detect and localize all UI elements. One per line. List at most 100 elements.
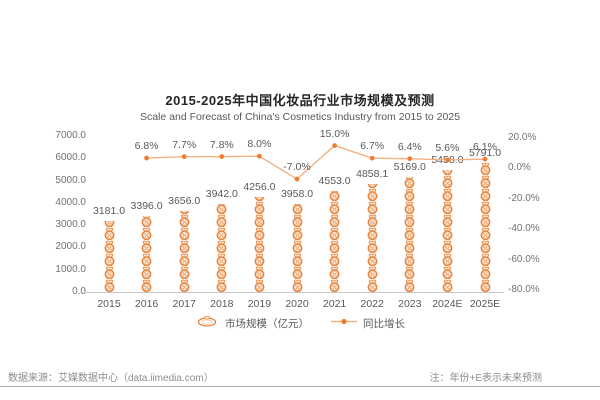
market-size-unit-icon [442,214,453,227]
market-size-bar-2023 [401,176,418,292]
y-axis-tick-left: 7000.0 [55,130,86,141]
bar-value-label: 3656.0 [168,194,201,207]
market-size-unit-icon [292,279,302,292]
bar-value-label: 4256.0 [243,181,276,194]
market-size-unit-icon [254,253,265,266]
market-size-unit-icon [442,266,453,279]
market-size-bar-2025E [477,162,494,292]
y-axis-tick-right: 0.0% [508,162,531,174]
market-size-unit-icon [292,203,302,214]
market-size-unit-icon [141,227,152,240]
growth-marker [219,154,225,159]
market-size-unit-icon [329,253,340,266]
market-size-unit-icon [329,279,340,292]
market-size-unit-icon [292,266,302,279]
y-axis-tick-left: 3000.0 [55,219,86,231]
growth-marker [181,154,187,160]
market-size-unit-icon [179,227,190,240]
market-size-unit-icon [292,214,302,227]
bar-value-label: 3396.0 [130,200,163,213]
market-size-unit-icon [216,266,227,279]
market-size-unit-icon [254,279,265,292]
market-size-bar-2019 [251,197,268,292]
market-size-unit-icon [179,214,190,227]
y-axis-tick-right: 20.0% [508,132,537,143]
line-marker-icon [331,317,357,329]
growth-marker [332,143,337,149]
legend-label-yoy-growth: 同比增长 [363,317,405,330]
market-size-unit-icon [141,266,152,279]
growth-value-label: 6.1% [473,141,497,154]
market-size-unit-icon [404,240,415,253]
market-size-unit-icon [367,227,378,240]
market-size-unit-icon [442,253,453,266]
market-size-unit-icon [216,240,227,253]
market-size-unit-icon [292,240,302,253]
y-axis-tick-left: 0.0 [72,286,86,297]
y-axis-tick-right: -20.0% [508,192,540,204]
market-size-unit-icon [141,253,152,266]
market-size-unit-icon [329,214,340,227]
market-size-unit-icon [254,227,265,240]
y-axis-tick-left: 1000.0 [55,263,86,275]
market-size-bar-2015 [101,221,118,292]
market-size-unit-icon [179,253,190,266]
growth-marker [257,153,262,159]
x-axis-label: 2017 [172,298,196,310]
y-axis-tick-left: 5000.0 [55,174,86,186]
market-size-unit-icon [404,279,415,292]
market-size-unit-icon [104,253,114,266]
y-axis-tick-left: 2000.0 [55,241,86,253]
y-axis-tick-right: -60.0% [508,253,540,265]
market-size-unit-icon [442,188,453,201]
x-axis-label: 2015 [97,298,121,310]
growth-value-label: 6.8% [134,140,159,153]
x-axis-label: 2018 [210,298,234,310]
market-size-unit-icon [141,216,152,227]
bar-value-label: 3942.0 [205,188,238,201]
chart-subtitle: Scale and Forecast of China's Cosmetics … [139,111,461,123]
market-size-unit-icon [480,175,490,188]
legend-label-market-size: 市场规模（亿元） [225,317,309,330]
market-size-unit-icon [216,227,227,240]
market-size-unit-icon [329,190,340,201]
footer-source: 数据来源：艾媒数据中心（data.iimedia.com） [8,373,214,384]
market-size-unit-icon [216,214,227,227]
market-size-unit-icon [480,266,490,279]
market-size-unit-icon [404,214,415,227]
market-size-unit-icon [480,240,490,253]
market-size-unit-icon [480,279,490,292]
market-size-unit-icon [404,266,415,279]
x-axis-label: 2024E [432,298,463,310]
market-size-unit-icon [442,279,453,292]
market-size-unit-icon [179,266,190,279]
x-axis-label: 2020 [285,298,309,310]
x-axis-label: 2025E [469,298,501,310]
growth-marker [369,155,375,161]
market-size-unit-icon [254,240,265,253]
market-size-unit-icon [104,279,114,292]
market-size-unit-icon [179,240,190,253]
x-axis-label: 2022 [360,298,384,310]
market-size-unit-icon [329,240,340,253]
growth-value-label: 7.8% [209,138,234,151]
footer-note: 注：年份+E表示未来预测 [429,373,542,384]
market-size-unit-icon [404,253,415,266]
market-size-unit-icon [216,253,227,266]
bar-value-label: 3181.0 [92,205,126,218]
market-size-bar-2017 [176,210,193,292]
market-size-unit-icon [480,201,490,214]
market-size-unit-icon [254,214,265,227]
market-size-bar-2020 [289,203,306,292]
growth-marker [294,176,300,182]
market-size-unit-icon [404,188,415,201]
market-size-unit-icon [141,240,152,253]
chart-title: 2015-2025年中国化妆品行业市场规模及预测 [165,93,435,108]
market-size-unit-icon [104,221,114,227]
market-size-unit-icon [404,227,415,240]
market-size-unit-icon [254,201,265,214]
market-size-unit-icon [367,266,378,279]
market-size-bar-2021 [326,190,343,292]
x-axis-label: 2016 [134,298,159,310]
